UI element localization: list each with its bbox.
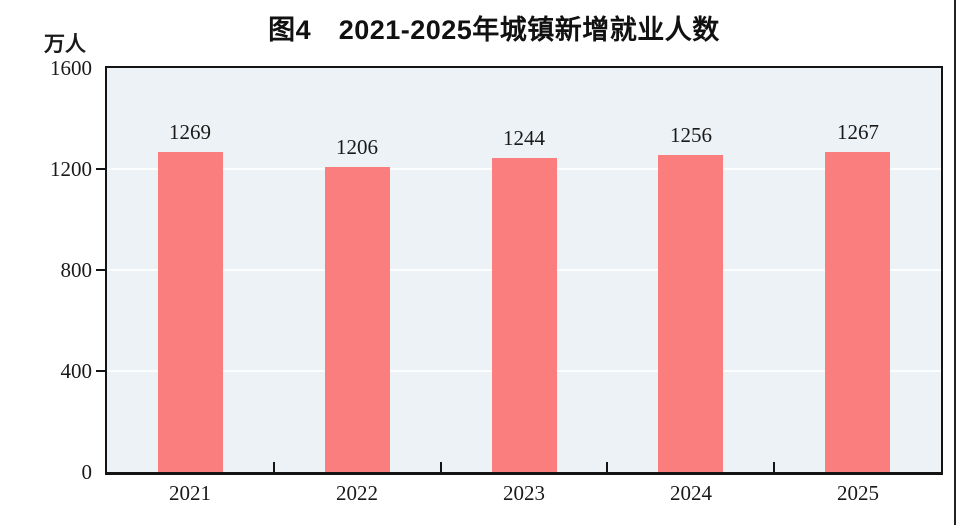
plot-area: 1269 1206 1244 1256 1267 [105, 66, 943, 475]
bar-value-label-2023: 1244 [503, 126, 545, 150]
bar-2024 [658, 155, 723, 472]
x-tick-label-2021: 2021 [169, 481, 211, 505]
y-axis-tick-mark [96, 168, 105, 170]
x-tick-label-2025: 2025 [837, 481, 879, 505]
x-axis-boundary-tick [773, 462, 775, 472]
y-axis-tick-mark [96, 269, 105, 271]
y-tick-label-400: 400 [60, 359, 93, 383]
x-axis-boundary-tick [273, 462, 275, 472]
bar-value-label-2025: 1267 [837, 120, 879, 144]
y-tick-label-1200: 1200 [50, 157, 92, 181]
chart-title: 图4 2021-2025年城镇新增就业人数 [268, 15, 720, 45]
y-tick-label-0: 0 [81, 460, 93, 484]
x-tick-label-2022: 2022 [336, 481, 378, 505]
bar-2021 [158, 152, 223, 472]
bar-2025 [825, 152, 890, 472]
y-tick-label-1600: 1600 [50, 56, 92, 80]
bar-value-label-2021: 1269 [169, 120, 211, 144]
y-tick-label-800: 800 [60, 258, 93, 282]
bar-2023 [492, 158, 557, 472]
x-axis-boundary-tick [606, 462, 608, 472]
bar-2022 [325, 167, 390, 472]
y-axis-unit-label: 万人 [44, 32, 86, 56]
bar-value-label-2022: 1206 [336, 135, 378, 159]
y-axis-tick-mark [96, 370, 105, 372]
x-axis-boundary-tick [440, 462, 442, 472]
page-edge-line [954, 0, 956, 525]
x-tick-label-2023: 2023 [503, 481, 545, 505]
bar-value-label-2024: 1256 [670, 123, 712, 147]
x-tick-label-2024: 2024 [670, 481, 712, 505]
